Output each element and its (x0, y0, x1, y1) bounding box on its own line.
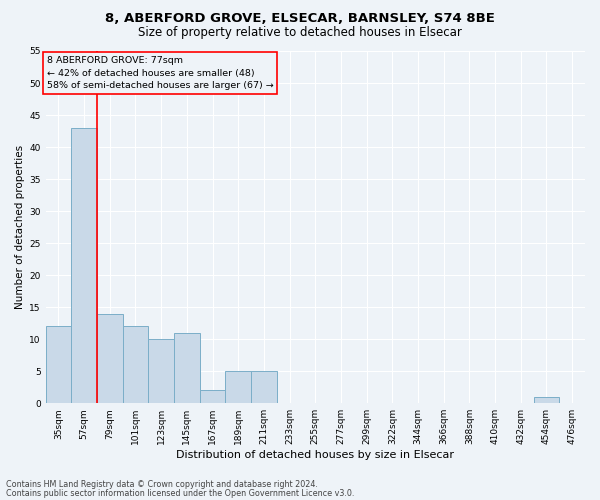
Bar (122, 326, 148, 403)
Bar (71, 128, 97, 403)
Bar (46, 326, 71, 403)
Text: Contains HM Land Registry data © Crown copyright and database right 2024.: Contains HM Land Registry data © Crown c… (6, 480, 318, 489)
Text: Contains public sector information licensed under the Open Government Licence v3: Contains public sector information licen… (6, 490, 355, 498)
Y-axis label: Number of detached properties: Number of detached properties (15, 145, 25, 309)
Bar (174, 333, 200, 403)
Text: Size of property relative to detached houses in Elsecar: Size of property relative to detached ho… (138, 26, 462, 39)
Bar (226, 371, 251, 403)
Text: 8, ABERFORD GROVE, ELSECAR, BARNSLEY, S74 8BE: 8, ABERFORD GROVE, ELSECAR, BARNSLEY, S7… (105, 12, 495, 26)
Bar (97, 314, 122, 403)
Bar (200, 390, 226, 403)
Bar (251, 371, 277, 403)
Bar (148, 339, 174, 403)
Bar (533, 397, 559, 403)
X-axis label: Distribution of detached houses by size in Elsecar: Distribution of detached houses by size … (176, 450, 454, 460)
Text: 8 ABERFORD GROVE: 77sqm
← 42% of detached houses are smaller (48)
58% of semi-de: 8 ABERFORD GROVE: 77sqm ← 42% of detache… (47, 56, 274, 90)
